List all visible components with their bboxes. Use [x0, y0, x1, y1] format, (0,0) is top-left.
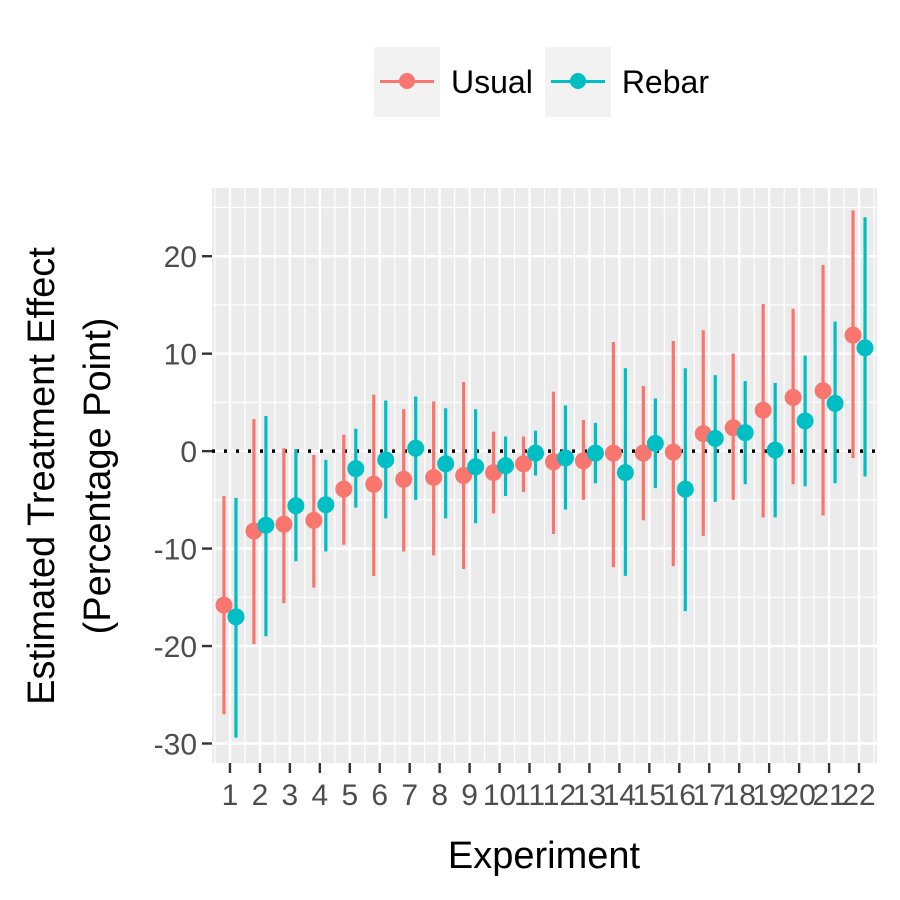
x-tick-label: 16 — [663, 779, 696, 812]
x-tick-label: 14 — [603, 779, 636, 812]
x-tick-label: 1 — [222, 779, 239, 812]
point-usual — [604, 444, 622, 462]
x-tick-label: 5 — [341, 779, 358, 812]
point-usual — [215, 596, 233, 614]
point-usual — [784, 389, 802, 407]
point-usual — [275, 515, 293, 533]
point-usual — [754, 401, 772, 419]
y-axis: 20 10 0 -10 -20 -30 — [154, 241, 212, 762]
x-axis-title: Experiment — [448, 835, 641, 877]
x-tick-label: 7 — [401, 779, 418, 812]
point-rebar — [467, 458, 485, 476]
x-tick-label: 12 — [543, 779, 576, 812]
point-rebar — [556, 449, 574, 467]
point-rebar — [257, 516, 275, 534]
x-tick-label: 17 — [693, 779, 726, 812]
point-usual — [515, 455, 533, 473]
point-rebar — [347, 460, 365, 478]
x-tick-label: 15 — [633, 779, 666, 812]
point-rebar — [407, 439, 425, 457]
point-usual — [814, 382, 832, 400]
point-rebar — [826, 394, 844, 412]
y-axis-title-line-1: Estimated Treatment Effect — [21, 247, 63, 705]
point-rebar — [856, 339, 874, 357]
legend-item-usual: Usual — [374, 47, 545, 117]
point-usual — [634, 444, 652, 462]
point-rebar — [766, 441, 784, 459]
x-tick-label: 18 — [723, 779, 756, 812]
point-rebar — [706, 429, 724, 447]
point-rebar — [317, 496, 335, 514]
x-tick-label: 20 — [782, 779, 815, 812]
y-tick-label: 20 — [164, 241, 197, 274]
point-rebar — [227, 608, 245, 626]
y-tick-label: -20 — [154, 631, 197, 664]
x-tick-label: 13 — [573, 779, 606, 812]
legend-key-rebar — [544, 47, 611, 117]
point-rebar — [796, 412, 814, 430]
x-tick-label: 4 — [311, 779, 328, 812]
x-tick-label: 11 — [514, 779, 545, 812]
point-usual — [335, 480, 353, 498]
series-marks — [215, 210, 874, 738]
point-rebar — [527, 444, 545, 462]
legend-dot-rebar — [569, 73, 586, 89]
y-tick-label: -10 — [154, 534, 197, 567]
point-usual — [455, 467, 473, 484]
x-tick-label: 10 — [483, 779, 516, 812]
y-axis-title-line-2: (Percentage Point) — [77, 318, 119, 635]
x-tick-label: 22 — [842, 779, 875, 812]
x-tick-label: 2 — [252, 779, 269, 812]
point-usual — [844, 326, 862, 344]
point-rebar — [736, 424, 754, 442]
point-usual — [664, 443, 682, 461]
point-rebar — [287, 497, 305, 515]
point-rebar — [586, 444, 604, 462]
x-tick-label: 8 — [431, 779, 448, 812]
point-rebar — [377, 451, 395, 469]
x-tick-label: 6 — [371, 779, 388, 812]
point-rebar — [646, 434, 664, 452]
legend: Usual Rebar — [374, 47, 721, 117]
x-tick-label: 3 — [282, 779, 299, 812]
point-usual — [305, 511, 323, 529]
point-rebar — [676, 480, 694, 498]
x-tick-label: 9 — [461, 779, 478, 812]
legend-label-usual: Usual — [451, 63, 533, 100]
x-tick-label: 21 — [812, 779, 845, 812]
point-usual — [425, 468, 443, 486]
legend-label-rebar: Rebar — [621, 63, 709, 100]
legend-dot-usual — [399, 73, 415, 89]
legend-item-rebar: Rebar — [544, 47, 721, 117]
point-usual — [395, 470, 413, 488]
x-tick-label: 19 — [752, 779, 785, 812]
y-tick-label: 0 — [180, 436, 197, 469]
point-usual — [365, 475, 383, 493]
y-tick-label: -30 — [154, 729, 197, 762]
point-rebar — [616, 464, 634, 482]
point-usual — [574, 452, 592, 470]
point-rebar — [437, 455, 455, 473]
y-tick-label: 10 — [164, 339, 197, 372]
legend-key-usual — [374, 47, 440, 117]
point-rebar — [497, 457, 515, 475]
